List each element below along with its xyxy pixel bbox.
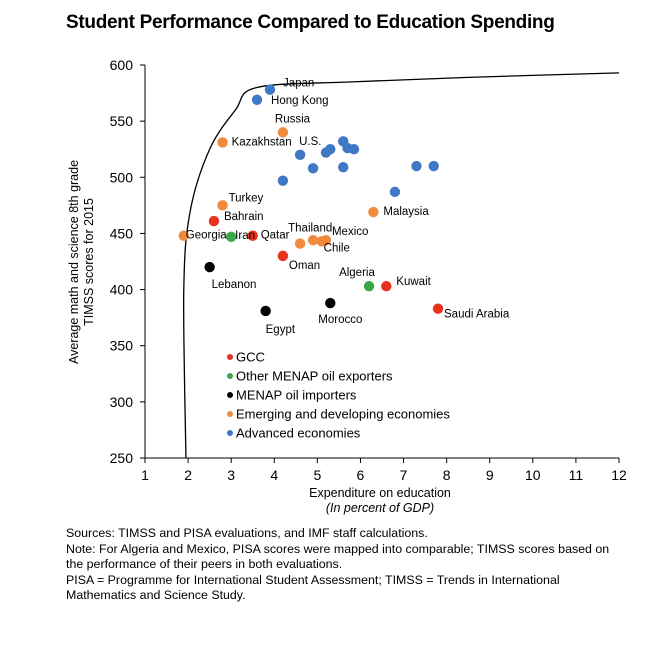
point-algeria [363,281,375,292]
point-label-bahrain: Bahrain [224,211,264,223]
x-tick-label: 1 [141,467,149,483]
point-advanced-economies [307,163,319,174]
point-saudi-arabia [432,303,444,314]
point-lebanon [204,261,215,273]
legend-marker-emerging-and-developing-economies [227,411,233,417]
x-tick-label: 5 [313,467,321,483]
legend: GCC Other MENAP oil exporters MENAP oil im… [227,350,450,441]
point-advanced-economies [411,160,422,172]
point-mexico [320,234,332,246]
point-labels: Bahrain Qatar Oman Kuwait Saudi Arabia Iran Al… [186,78,510,336]
efficiency-frontier-line [183,72,620,459]
x-tick-label: 8 [443,467,451,483]
point-advanced-economies [277,175,289,186]
point-label-egypt: Egypt [266,324,296,336]
point-georgia [178,230,189,241]
y-tick-label: 600 [110,57,134,73]
sources-note: Sources: TIMSS and PISA evaluations, and… [66,526,428,540]
point-hong-kong [251,94,263,106]
x-tick-label: 10 [525,467,541,483]
x-tick-label: 12 [611,467,627,483]
x-tick-label: 9 [486,467,494,483]
point-bahrain [208,215,220,227]
point-label-turkey: Turkey [229,192,264,204]
point-label-mexico: Mexico [332,226,368,238]
point-iran [225,231,237,242]
point-oman [277,250,289,262]
point-u-s [294,149,306,161]
point-advanced-economies [338,161,349,173]
x-tick-label: 6 [357,467,365,483]
methodology-note: Note: For Algeria and Mexico, PISA score… [66,541,610,572]
point-label-lebanon: Lebanon [212,279,257,291]
legend-label-emerging-and-developing-economies: Emerging and developing economies [236,407,450,422]
y-tick-label: 500 [110,169,134,185]
y-tick-label: 550 [110,113,134,129]
legend-label-gcc: GCC [236,350,265,365]
y-tick-label: 350 [110,338,134,354]
point-label-malaysia: Malaysia [383,206,429,218]
x-tick-label: 7 [400,467,408,483]
axes [140,64,620,463]
legend-label-other-menap-oil-exporters: Other MENAP oil exporters [236,369,393,384]
point-label-japan: Japan [283,78,314,90]
legend-marker-menap-oil-importers [227,392,233,398]
x-tick-label: 2 [184,467,192,483]
y-tick-labels: 250 300 350 400 450 500 550 600 [110,57,134,466]
y-tick-label: 250 [110,450,134,466]
point-label-georgia: Georgia [186,230,228,242]
point-label-u-s: U.S. [299,136,321,148]
x-axis-label: Expenditure on education [309,486,451,500]
y-axis-label-line1: Average math and science 8th grade [67,160,81,364]
x-tick-label: 3 [227,467,235,483]
point-qatar [247,230,258,241]
point-label-saudi-arabia: Saudi Arabia [444,309,510,321]
scatter-chart: 1 2 3 4 5 6 7 8 9 10 11 12 250300350400450500550600… [67,57,627,515]
point-advanced-economies [389,186,401,198]
chart-title: Student Performance Compared to Educatio… [66,12,555,33]
point-label-iran: Iran [235,230,255,242]
y-tick-label: 400 [110,282,134,298]
y-axis-label-line2: TIMSS scores for 2015 [82,198,96,326]
legend-marker-advanced-economies [227,430,233,436]
point-label-chile: Chile [324,242,350,254]
abbreviations-note: PISA = Programme for International Stude… [66,572,560,603]
footnotes: Sources: TIMSS and PISA evaluations, and… [66,526,626,604]
point-label-russia: Russia [275,113,311,125]
legend-marker-gcc [227,354,233,360]
legend-label-menap-oil-importers: MENAP oil importers [236,388,357,403]
point-morocco [325,297,336,309]
point-advanced-economies [428,160,439,172]
point-label-morocco: Morocco [318,314,362,326]
point-japan [264,84,276,95]
point-label-algeria: Algeria [339,267,375,279]
y-tick-label: 300 [110,394,134,410]
point-label-kuwait: Kuwait [396,276,431,288]
legend-marker-other-menap-oil-exporters [227,373,233,379]
point-label-qatar: Qatar [261,230,290,242]
x-axis-sublabel: (In percent of GDP) [326,501,434,515]
point-malaysia [368,206,379,218]
point-turkey [217,200,228,211]
point-thailand [294,238,306,249]
point-label-thailand: Thailand [288,223,332,235]
point-advanced-economies [348,144,360,155]
point-kuwait [381,281,392,292]
x-tick-label: 4 [270,467,278,483]
point-advanced-economies [325,144,336,155]
x-tick-label: 11 [569,467,584,483]
point-egypt [260,305,271,317]
y-tick-label: 450 [110,225,134,241]
point-russia [277,127,289,138]
point-label-oman: Oman [289,260,320,272]
point-label-hong-kong: Hong Kong [271,95,329,107]
x-tick-labels: 1 2 3 4 5 6 7 8 9 10 11 12 [141,467,627,483]
data-points [178,84,444,317]
point-kazakhstan [217,137,228,148]
legend-label-advanced-economies: Advanced economies [236,426,361,441]
point-label-kazakhstan: Kazakhstan [232,136,292,148]
point-emerging-and-developing-economies [307,234,319,246]
